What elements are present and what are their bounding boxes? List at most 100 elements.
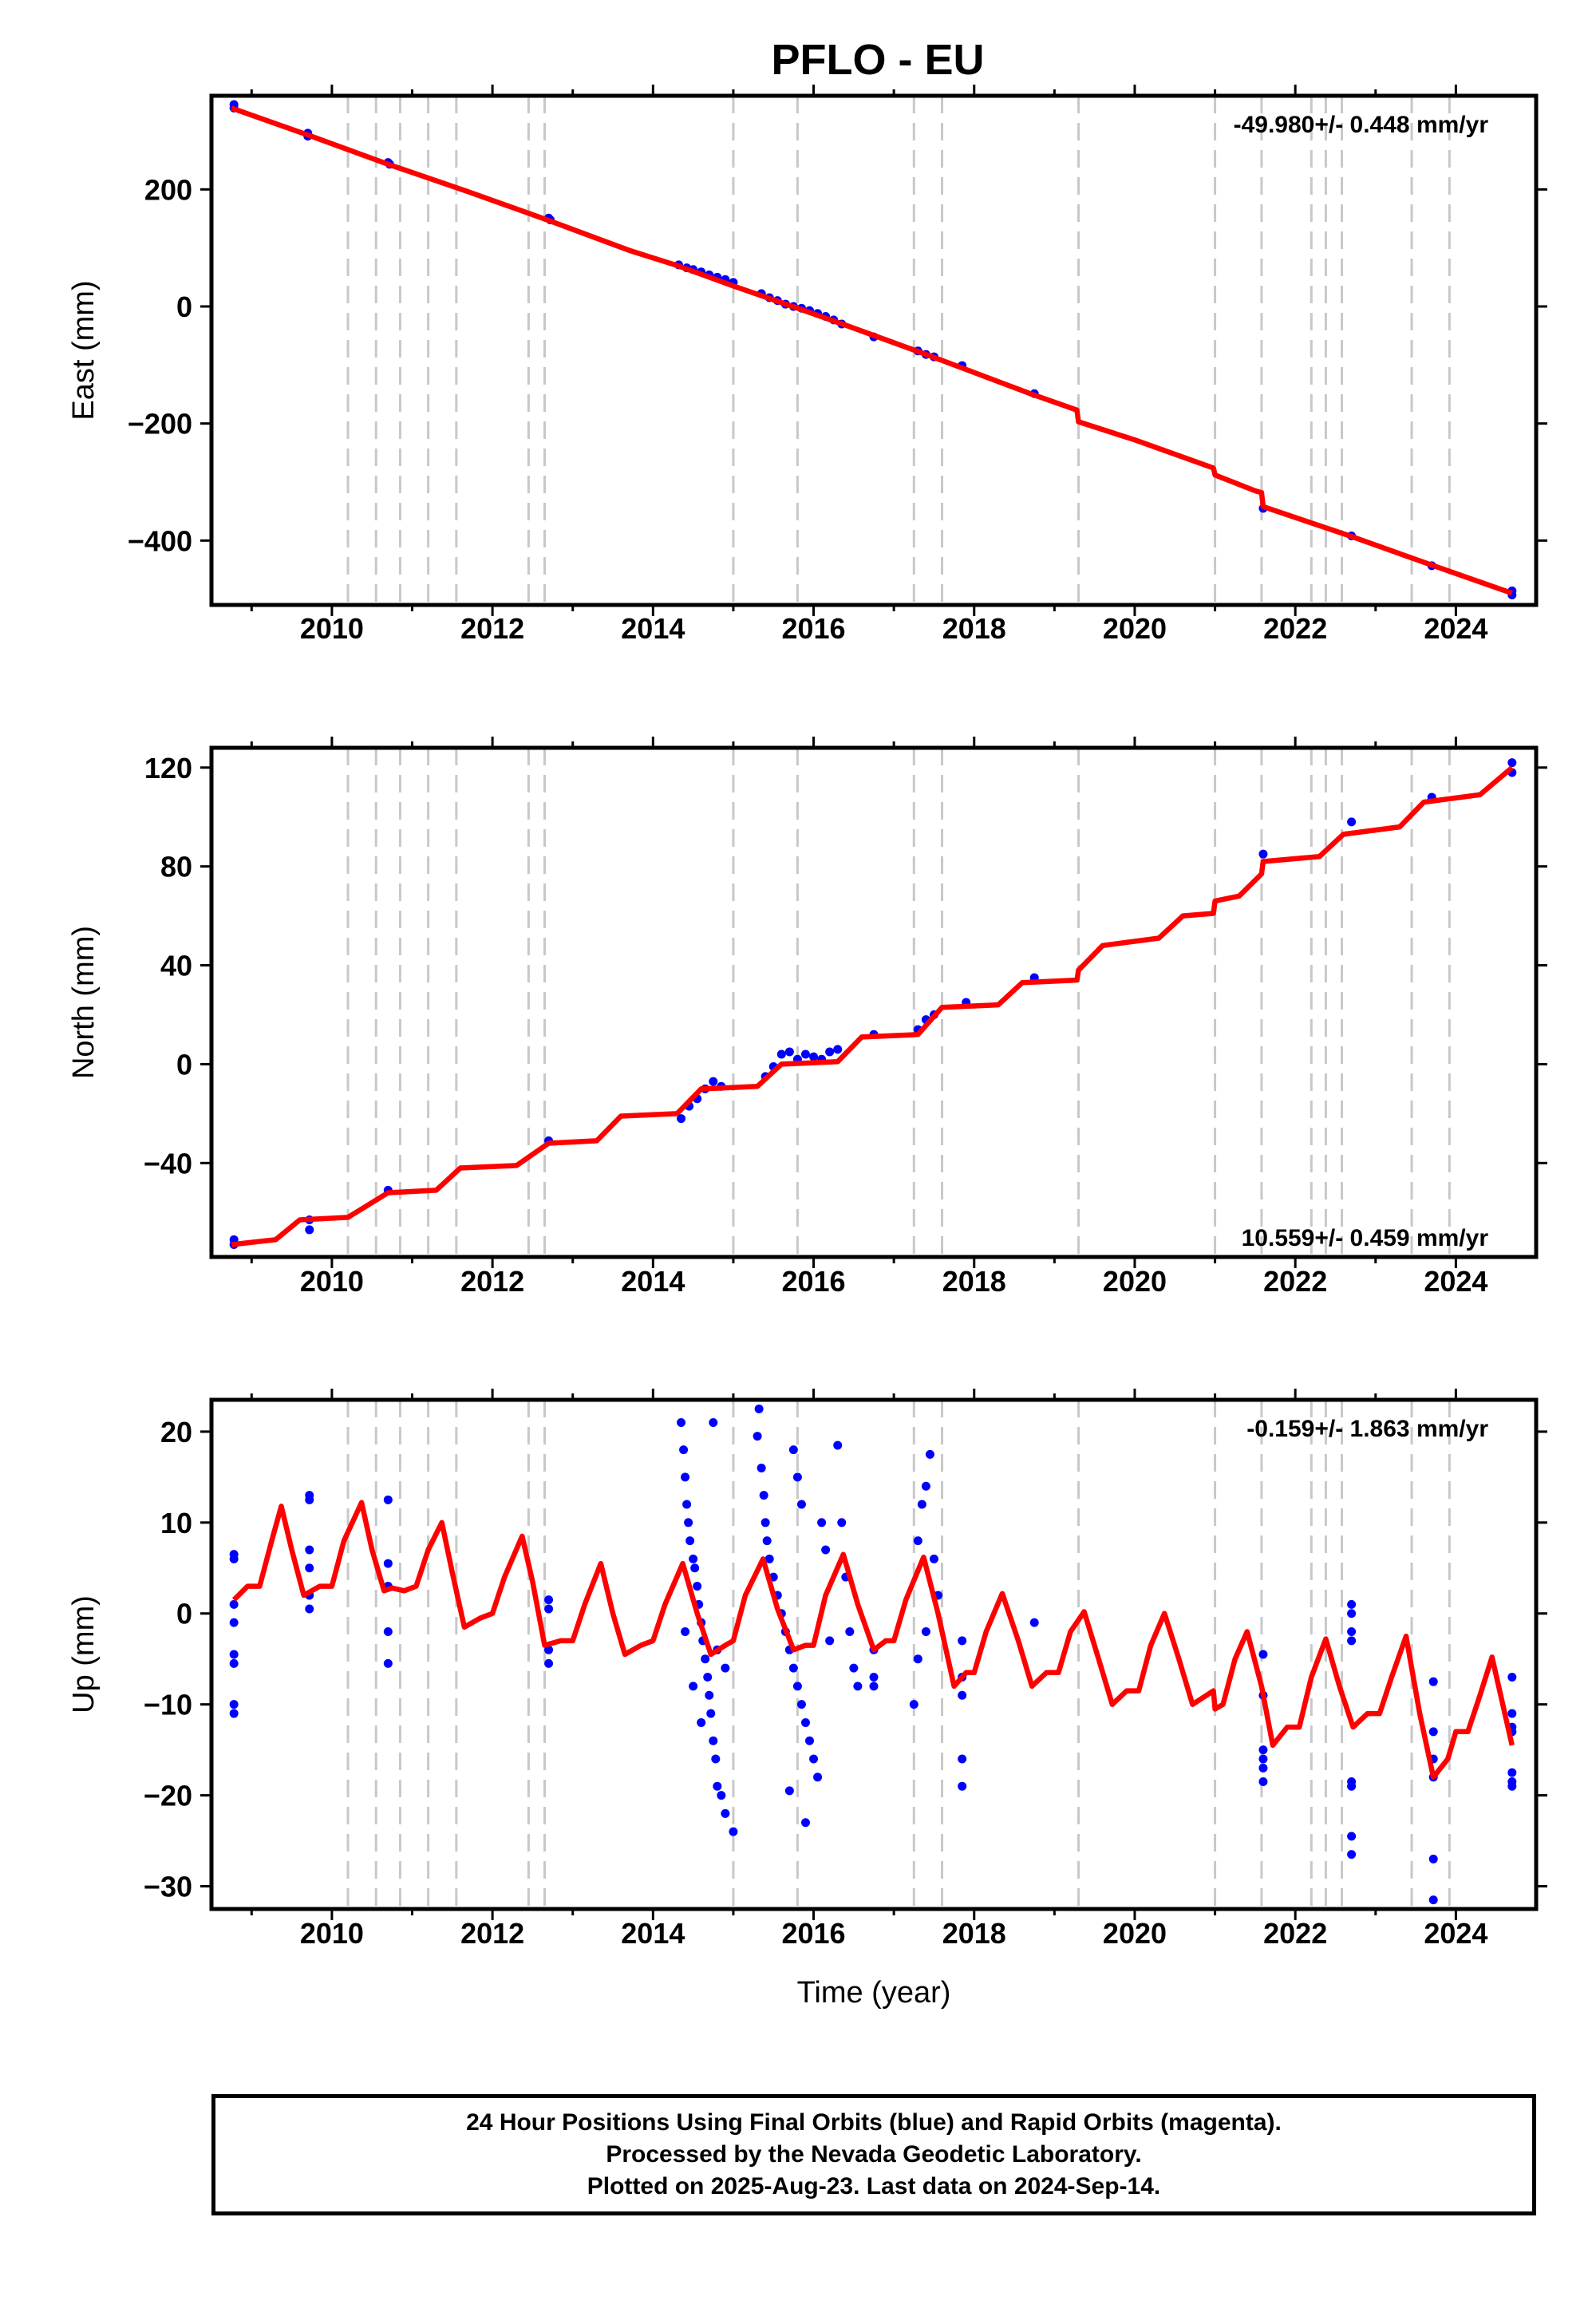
- data-point: [709, 1417, 718, 1427]
- data-point: [1258, 1650, 1268, 1659]
- model-line-north: [231, 765, 1514, 1247]
- data-point: [544, 1658, 554, 1668]
- x-tick-label: 2020: [1103, 1265, 1167, 1298]
- data-point: [305, 1563, 314, 1573]
- data-point: [837, 1518, 847, 1528]
- data-point: [1347, 1636, 1357, 1646]
- data-point: [796, 1700, 806, 1709]
- data-point: [706, 1709, 716, 1718]
- data-point: [759, 1491, 768, 1500]
- data-point: [229, 1700, 239, 1709]
- y-axis-label: North (mm): [67, 926, 101, 1079]
- data-point: [909, 1700, 918, 1709]
- data-point: [697, 1717, 706, 1727]
- data-point: [684, 1518, 693, 1528]
- data-point: [913, 1536, 922, 1546]
- data-point: [788, 1445, 798, 1455]
- y-tick-label: −30: [144, 1871, 192, 1903]
- data-point: [1347, 1850, 1357, 1860]
- data-point: [1428, 1677, 1438, 1686]
- data-point: [383, 1495, 393, 1504]
- x-tick-label: 2024: [1424, 1265, 1487, 1298]
- data-point: [869, 1672, 879, 1682]
- data-point: [958, 1754, 967, 1764]
- x-tick-label: 2022: [1263, 1265, 1327, 1298]
- data-point: [762, 1536, 772, 1546]
- data-point: [1029, 1618, 1039, 1627]
- data-point: [693, 1582, 702, 1591]
- data-point: [677, 1114, 686, 1124]
- data-point: [721, 1808, 730, 1818]
- data-point: [825, 1047, 835, 1057]
- data-point: [800, 1818, 810, 1828]
- data-point: [682, 1500, 692, 1509]
- data-point: [1347, 817, 1357, 827]
- rate-label: -49.980+/- 0.448 mm/yr: [1234, 112, 1489, 138]
- data-point: [764, 1554, 774, 1563]
- data-point: [679, 1445, 689, 1455]
- data-point: [813, 1773, 823, 1782]
- data-point: [689, 1554, 698, 1563]
- rate-label: 10.559+/- 0.459 mm/yr: [1242, 1225, 1489, 1251]
- x-tick-label: 2020: [1103, 1917, 1167, 1950]
- x-tick-label: 2014: [621, 1917, 685, 1950]
- y-tick-label: 40: [160, 950, 192, 982]
- page-title: PFLO - EU: [771, 36, 985, 84]
- data-point: [544, 1645, 554, 1654]
- data-point: [709, 1077, 718, 1086]
- data-point: [1428, 1895, 1438, 1905]
- x-tick-label: 2014: [621, 612, 685, 645]
- data-point: [685, 1536, 695, 1546]
- data-point: [709, 1736, 718, 1745]
- y-tick-label: 200: [144, 173, 192, 206]
- x-tick-label: 2018: [942, 612, 1006, 645]
- data-point: [229, 1650, 239, 1659]
- data-point: [1507, 1781, 1517, 1791]
- data-point: [701, 1654, 710, 1664]
- data-point: [921, 1481, 930, 1491]
- x-tick-label: 2012: [460, 1265, 524, 1298]
- x-tick-label: 2018: [942, 1265, 1006, 1298]
- data-point: [305, 1604, 314, 1614]
- model-line-up: [231, 1500, 1515, 1780]
- data-point: [383, 1627, 393, 1637]
- data-point: [1347, 1609, 1357, 1618]
- y-axis-label: Up (mm): [67, 1595, 101, 1713]
- data-point: [690, 1563, 700, 1573]
- data-point: [792, 1682, 802, 1691]
- data-point: [229, 1658, 239, 1668]
- data-point: [1347, 1781, 1357, 1791]
- data-point: [1258, 1754, 1268, 1764]
- y-tick-label: 20: [160, 1416, 192, 1448]
- data-point: [796, 1500, 806, 1509]
- data-point: [800, 1717, 810, 1727]
- data-point: [925, 1449, 934, 1459]
- data-point: [1347, 1599, 1357, 1609]
- data-point: [711, 1754, 721, 1764]
- data-point: [383, 1658, 393, 1668]
- data-point: [825, 1636, 835, 1646]
- panel-east: 2010 2012 2014 2016 2018 2020 2022 2024 200 0 −200…: [67, 85, 1547, 645]
- x-tick-label: 2012: [460, 612, 524, 645]
- data-point: [681, 1472, 690, 1482]
- data-point: [913, 1654, 922, 1664]
- data-point: [229, 1554, 239, 1563]
- data-point: [1258, 1763, 1268, 1773]
- data-point: [958, 1690, 967, 1700]
- panel-up: 2010 2012 2014 2016 2018 2020 2022 202420100−10…: [67, 1389, 1547, 2010]
- x-tick-label: 2016: [781, 1265, 845, 1298]
- plot-frame: [209, 93, 1539, 607]
- data-point: [721, 1663, 730, 1673]
- data-point: [544, 1595, 554, 1605]
- data-point: [917, 1500, 926, 1509]
- data-point: [753, 1432, 762, 1441]
- panel-north: 2010 2012 2014 2016 2018 2020 2022 2024 120 80 40 0…: [67, 737, 1547, 1298]
- data-point: [229, 1709, 239, 1718]
- data-point: [809, 1754, 819, 1764]
- data-point: [705, 1690, 714, 1700]
- data-point: [544, 1604, 554, 1614]
- rate-label: -0.159+/- 1.863 mm/yr: [1246, 1416, 1488, 1442]
- data-point: [833, 1045, 843, 1054]
- x-tick-label: 2010: [300, 1917, 364, 1950]
